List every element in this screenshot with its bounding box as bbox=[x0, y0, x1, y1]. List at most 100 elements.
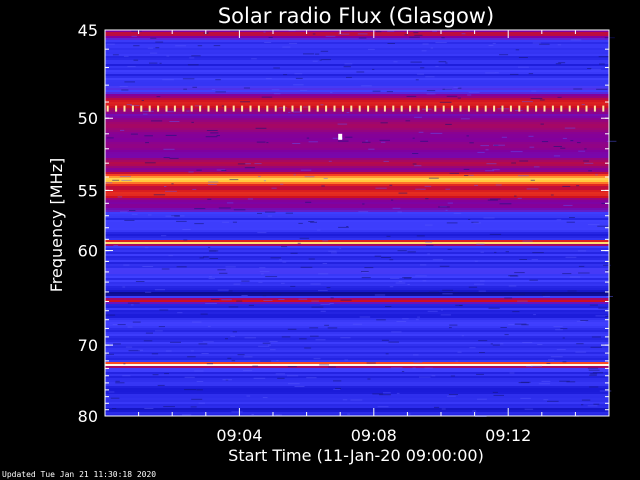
heatmap-texture bbox=[362, 141, 371, 143]
heatmap-row bbox=[105, 172, 609, 174]
heatmap-row bbox=[105, 76, 609, 78]
heatmap-texture bbox=[253, 377, 266, 379]
heatmap-row bbox=[105, 120, 609, 122]
heatmap-texture bbox=[563, 204, 573, 206]
heatmap-texture bbox=[528, 73, 534, 75]
heatmap-row bbox=[105, 338, 609, 340]
heatmap-texture bbox=[414, 34, 423, 36]
heatmap-row bbox=[105, 244, 609, 246]
heatmap-texture bbox=[182, 414, 192, 416]
heatmap-texture bbox=[133, 45, 140, 47]
heatmap-texture bbox=[263, 300, 273, 301]
heatmap-texture bbox=[455, 360, 459, 362]
y-tick-label: 70 bbox=[78, 336, 98, 355]
heatmap-texture bbox=[604, 37, 615, 39]
heatmap-texture bbox=[449, 327, 452, 329]
heatmap-row bbox=[105, 142, 609, 144]
heatmap-row bbox=[105, 316, 609, 318]
heatmap-texture bbox=[166, 111, 175, 113]
heatmap-row bbox=[105, 64, 609, 66]
heatmap-texture bbox=[165, 350, 172, 352]
heatmap-texture bbox=[303, 106, 309, 108]
heatmap-texture bbox=[485, 72, 496, 74]
heatmap-texture bbox=[188, 171, 194, 173]
heatmap-texture bbox=[310, 283, 321, 285]
heatmap-row bbox=[105, 106, 609, 108]
heatmap-texture bbox=[387, 30, 395, 32]
heatmap-texture bbox=[379, 394, 391, 396]
heatmap-texture bbox=[485, 149, 489, 151]
heatmap-texture bbox=[444, 88, 452, 90]
heatmap-texture bbox=[244, 337, 256, 339]
heatmap-texture bbox=[432, 30, 438, 32]
heatmap-texture bbox=[505, 251, 509, 253]
heatmap-row bbox=[105, 266, 609, 268]
heatmap-texture bbox=[362, 203, 365, 205]
heatmap-row bbox=[105, 184, 609, 186]
heatmap-texture bbox=[309, 327, 319, 329]
heatmap-texture bbox=[176, 266, 187, 268]
heatmap-texture bbox=[598, 307, 608, 309]
heatmap-texture bbox=[145, 291, 152, 293]
heatmap-row bbox=[105, 34, 609, 36]
heatmap-row bbox=[105, 298, 609, 300]
heatmap-texture bbox=[555, 63, 562, 65]
heatmap-row bbox=[105, 90, 609, 92]
heatmap-texture bbox=[529, 279, 538, 281]
heatmap-texture bbox=[577, 250, 587, 252]
y-tick-label: 55 bbox=[78, 181, 98, 200]
heatmap-texture bbox=[383, 160, 389, 162]
heatmap-texture bbox=[319, 59, 322, 61]
heatmap-texture bbox=[566, 221, 575, 223]
pulsed-signal-mark bbox=[593, 105, 596, 112]
heatmap-texture bbox=[519, 160, 529, 162]
heatmap-texture bbox=[556, 219, 562, 221]
heatmap-texture bbox=[159, 62, 162, 64]
heatmap-row bbox=[105, 62, 609, 64]
heatmap-texture bbox=[524, 408, 534, 410]
heatmap-row bbox=[105, 176, 609, 178]
heatmap-texture bbox=[241, 295, 248, 296]
heatmap-texture bbox=[389, 286, 394, 288]
heatmap-texture bbox=[375, 187, 387, 189]
heatmap-texture bbox=[515, 49, 520, 51]
heatmap-texture bbox=[589, 386, 599, 388]
heatmap-texture bbox=[278, 107, 288, 109]
heatmap-texture bbox=[417, 73, 425, 75]
heatmap-texture bbox=[289, 42, 298, 44]
pulsed-signal-mark bbox=[299, 105, 302, 112]
heatmap-texture bbox=[372, 68, 375, 70]
heatmap-texture bbox=[196, 389, 203, 391]
heatmap-texture bbox=[298, 222, 303, 224]
heatmap-row bbox=[105, 118, 609, 120]
heatmap-texture bbox=[447, 202, 453, 204]
heatmap-texture bbox=[211, 89, 216, 90]
pulsed-signal-mark bbox=[140, 105, 143, 112]
pulsed-signal-mark bbox=[241, 105, 244, 112]
heatmap-texture bbox=[328, 160, 332, 162]
heatmap-row bbox=[105, 302, 609, 304]
heatmap-texture bbox=[207, 325, 211, 327]
heatmap-row bbox=[105, 360, 609, 362]
heatmap-texture bbox=[161, 268, 170, 270]
heatmap-texture bbox=[508, 324, 515, 326]
heatmap-texture bbox=[595, 174, 598, 176]
heatmap-texture bbox=[322, 240, 329, 242]
heatmap-texture bbox=[565, 256, 577, 258]
pulsed-signal-mark bbox=[148, 105, 151, 112]
heatmap-texture bbox=[244, 167, 255, 169]
heatmap-texture bbox=[148, 214, 152, 216]
heatmap-texture bbox=[196, 169, 202, 171]
heatmap-row bbox=[105, 242, 609, 244]
heatmap-texture bbox=[292, 143, 301, 144]
heatmap-row bbox=[105, 304, 609, 306]
heatmap-texture bbox=[463, 168, 470, 170]
heatmap-texture bbox=[580, 320, 589, 321]
heatmap-texture bbox=[314, 53, 320, 55]
heatmap-row bbox=[105, 80, 609, 82]
heatmap-texture bbox=[222, 379, 232, 381]
heatmap-row bbox=[105, 308, 609, 310]
heatmap-texture bbox=[216, 135, 220, 137]
heatmap-texture bbox=[487, 199, 498, 201]
heatmap-texture bbox=[530, 365, 543, 367]
